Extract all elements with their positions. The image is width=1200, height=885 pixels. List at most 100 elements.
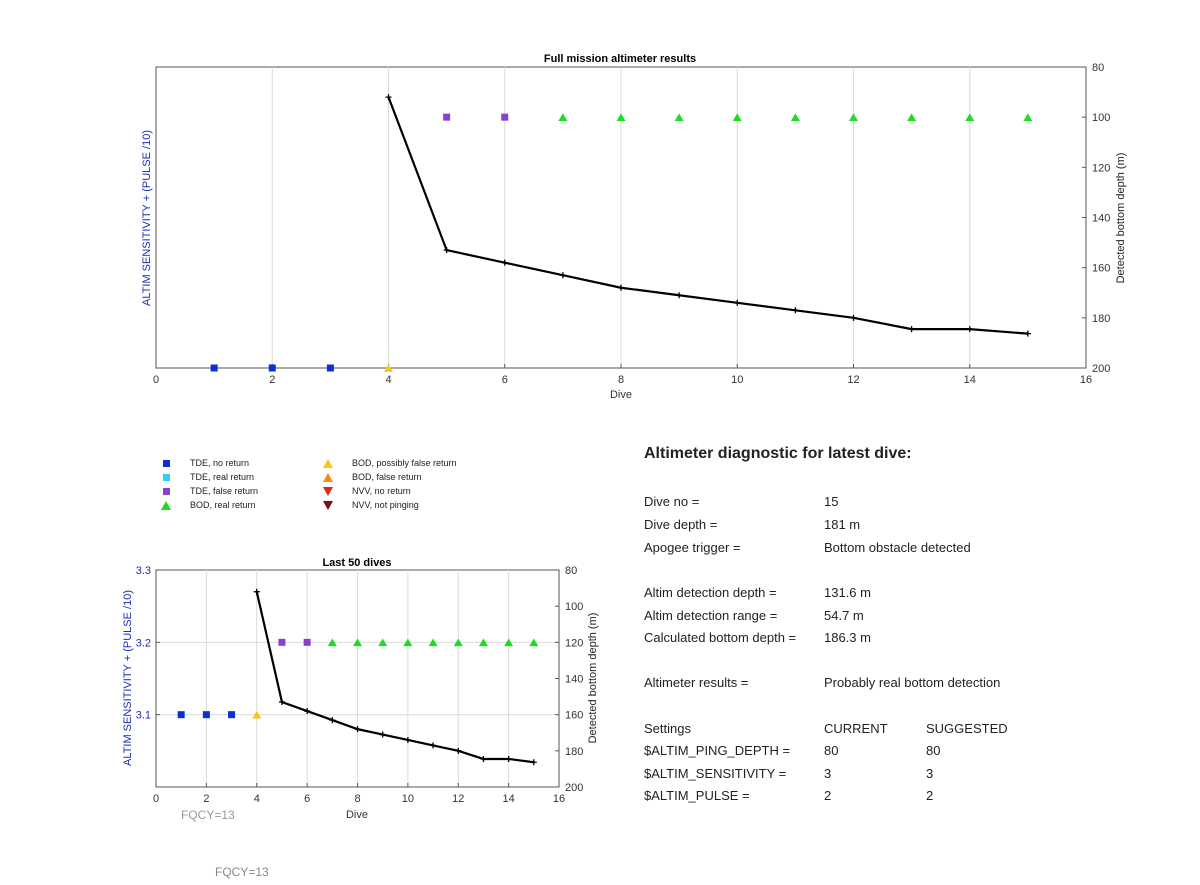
data-point-triangle <box>428 638 438 647</box>
y-tick-label-left: 3.3 <box>136 565 151 577</box>
legend-item: NVV, not pinging <box>322 500 419 510</box>
legend-label: TDE, no return <box>190 458 250 468</box>
y-axis-left-label: ALTIM SENSITIVITY + (PULSE /10) <box>122 590 134 766</box>
bottom-depth-point <box>530 759 537 766</box>
bottom-depth-point <box>430 742 437 749</box>
data-point-triangle <box>378 638 388 647</box>
y-tick-label-left: 3.1 <box>136 710 151 722</box>
pulse-suggested: 2 <box>926 788 934 803</box>
legend-item: TDE, false return <box>160 486 258 496</box>
detection-depth-value: 131.6 m <box>824 585 871 600</box>
y-axis-left-label: ALTIM SENSITIVITY + (PULSE /10) <box>141 130 153 306</box>
calculated-depth-label: Calculated bottom depth = <box>644 630 797 645</box>
legend-label: TDE, real return <box>190 472 255 482</box>
x-tick-label: 12 <box>847 374 859 386</box>
y-tick-label-right: 140 <box>1092 213 1110 225</box>
triangle-down-marker-icon <box>323 487 333 496</box>
pulse-current: 2 <box>824 788 832 803</box>
last-50-dives-chart: Last 50 dives 0 2 4 6 8 10 12 14 16 3.1 3.2 3.3 80… <box>122 557 599 822</box>
data-point-square <box>501 113 509 121</box>
y-tick-label-right: 200 <box>1092 363 1110 375</box>
y-axis-right-label: Detected bottom depth (m) <box>587 613 599 744</box>
data-point-square <box>228 711 236 719</box>
x-tick-label: 6 <box>502 374 508 386</box>
bottom-depth-point <box>443 247 450 254</box>
bottom-depth-point <box>966 326 973 333</box>
apogee-value: Bottom obstacle detected <box>824 540 971 555</box>
x-tick-label: 2 <box>203 793 209 805</box>
y-tick-label-right: 140 <box>565 674 583 686</box>
results-value: Probably real bottom detection <box>824 675 1001 690</box>
data-point-triangle <box>529 638 539 647</box>
footer-frequency-note: FQCY=13 <box>215 865 269 879</box>
bottom-depth-point <box>559 272 566 279</box>
legend-item: BOD, possibly false return <box>322 458 457 468</box>
settings-header: Settings <box>644 721 691 736</box>
y-tick-label-left: 3.2 <box>136 637 151 649</box>
square-marker-icon <box>163 488 170 495</box>
sensitivity-suggested: 3 <box>926 766 934 781</box>
ping-depth-label: $ALTIM_PING_DEPTH = <box>644 743 791 758</box>
y-tick-label-right: 100 <box>565 601 583 613</box>
y-tick-label-right: 180 <box>565 746 583 758</box>
legend-label: BOD, real return <box>190 500 256 510</box>
full-mission-chart: Full mission altimeter results 0 2 4 6 8 10 12… <box>141 53 1127 401</box>
data-point-triangle <box>616 113 626 122</box>
suggested-header: SUGGESTED <box>926 721 1008 736</box>
bottom-depth-point <box>850 314 857 321</box>
bottom-depth-point <box>278 699 285 706</box>
marker-legend: TDE, no return TDE, real return TDE, fal… <box>160 458 500 518</box>
bottom-depth-point <box>676 292 683 299</box>
legend-label: BOD, false return <box>352 472 422 482</box>
dive-depth-value: 181 m <box>824 517 861 532</box>
x-axis-label: Dive <box>346 809 368 821</box>
sensitivity-label: $ALTIM_SENSITIVITY = <box>644 766 787 781</box>
legend-item: TDE, no return <box>160 458 249 468</box>
y-tick-label-right: 80 <box>1092 62 1104 74</box>
detection-range-label: Altim detection range = <box>644 608 778 623</box>
legend-item: NVV, no return <box>322 486 411 496</box>
pulse-label: $ALTIM_PULSE = <box>644 788 750 803</box>
data-point-square <box>210 364 218 372</box>
bottom-depth-point <box>734 299 741 306</box>
dive-depth-label: Dive depth = <box>644 517 718 532</box>
bottom-depth-point <box>455 747 462 754</box>
data-point-square <box>268 364 276 372</box>
data-point-square <box>303 638 311 646</box>
bottom-depth-point <box>1024 330 1031 337</box>
y-tick-label-right: 160 <box>1092 263 1110 275</box>
chart-title: Full mission altimeter results <box>544 53 696 65</box>
data-point-triangle <box>252 710 262 719</box>
bottom-depth-point <box>329 717 336 724</box>
y-tick-label-right: 160 <box>565 710 583 722</box>
sensitivity-current: 3 <box>824 766 832 781</box>
x-tick-label: 2 <box>269 374 275 386</box>
bottom-depth-point <box>501 259 508 266</box>
y-axis-right-label: Detected bottom depth (m) <box>1115 153 1127 284</box>
legend-label: NVV, no return <box>352 486 411 496</box>
y-tick-label-right: 200 <box>565 782 583 794</box>
x-tick-label: 8 <box>618 374 624 386</box>
data-point-square <box>202 711 210 719</box>
x-tick-label: 16 <box>553 793 565 805</box>
bottom-depth-point <box>618 284 624 291</box>
bottom-depth-point <box>792 307 799 314</box>
bottom-depth-point <box>253 588 260 595</box>
x-tick-label: 14 <box>503 793 515 805</box>
x-tick-label: 10 <box>402 793 414 805</box>
data-point-triangle <box>504 638 514 647</box>
current-header: CURRENT <box>824 721 888 736</box>
results-label: Altimeter results = <box>644 675 749 690</box>
detection-depth-label: Altim detection depth = <box>644 585 777 600</box>
legend-item: BOD, false return <box>322 472 422 482</box>
data-point-triangle <box>907 113 917 122</box>
bottom-depth-point <box>354 726 361 733</box>
data-point-triangle <box>453 638 463 647</box>
data-point-triangle <box>849 113 858 122</box>
calculated-depth-value: 186.3 m <box>824 630 871 645</box>
dive-no-value: 15 <box>824 494 839 509</box>
x-tick-label: 14 <box>964 374 976 386</box>
bottom-depth-point <box>908 326 915 333</box>
y-tick-label-right: 120 <box>565 637 583 649</box>
data-point-triangle <box>790 113 800 122</box>
